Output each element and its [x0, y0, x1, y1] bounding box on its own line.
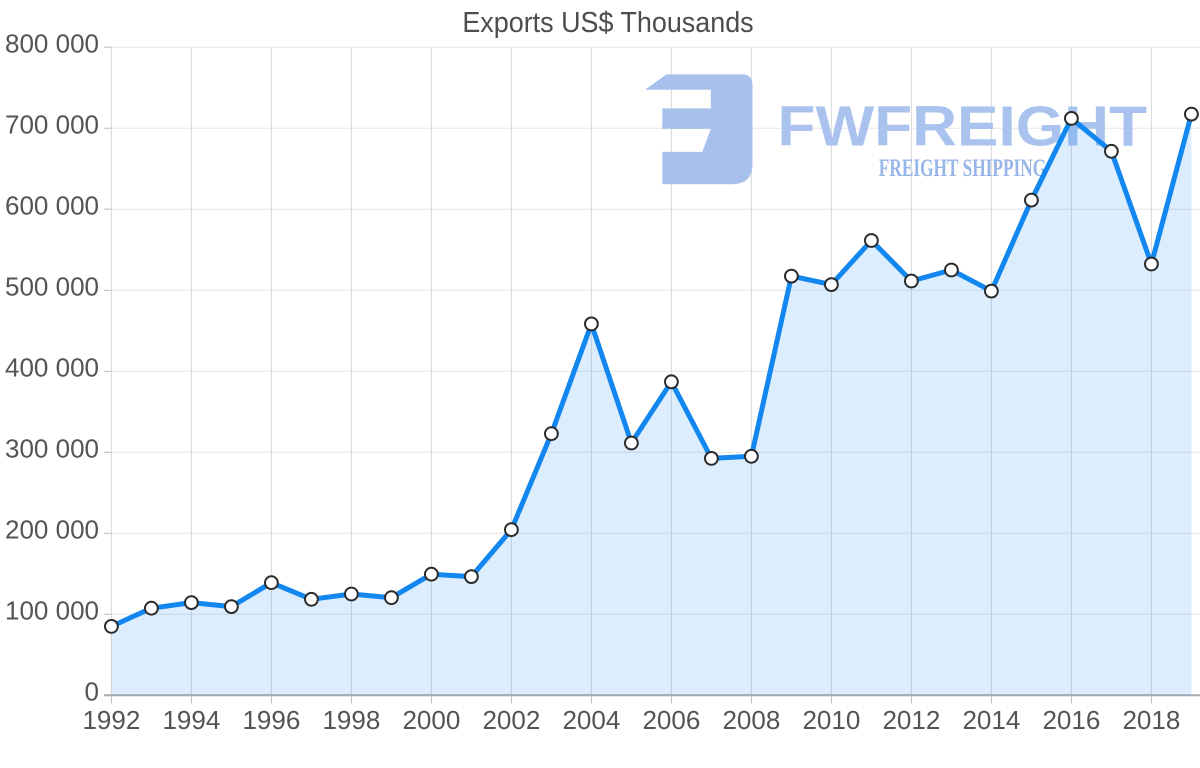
svg-text:2000: 2000: [402, 705, 460, 735]
svg-text:2012: 2012: [882, 705, 940, 735]
svg-text:2006: 2006: [642, 705, 700, 735]
svg-text:200 000: 200 000: [5, 515, 99, 545]
svg-text:Exports US$ Thousands: Exports US$ Thousands: [462, 7, 753, 39]
svg-text:FWFREIGHT: FWFREIGHT: [778, 95, 1148, 159]
svg-text:2008: 2008: [722, 705, 780, 735]
svg-text:1994: 1994: [162, 705, 220, 735]
svg-text:400 000: 400 000: [5, 353, 99, 383]
svg-text:700 000: 700 000: [5, 110, 99, 140]
svg-text:300 000: 300 000: [5, 434, 99, 464]
svg-text:0: 0: [85, 677, 99, 707]
svg-text:500 000: 500 000: [5, 272, 99, 302]
svg-text:2010: 2010: [802, 705, 860, 735]
svg-text:1992: 1992: [82, 705, 140, 735]
svg-text:800 000: 800 000: [5, 29, 99, 59]
svg-text:1996: 1996: [242, 705, 300, 735]
svg-text:600 000: 600 000: [5, 191, 99, 221]
svg-text:2014: 2014: [962, 705, 1020, 735]
svg-text:FREIGHT SHIPPING: FREIGHT SHIPPING: [879, 155, 1047, 182]
svg-text:2004: 2004: [562, 705, 620, 735]
svg-text:100 000: 100 000: [5, 596, 99, 626]
svg-text:2018: 2018: [1122, 705, 1180, 735]
svg-text:2002: 2002: [482, 705, 540, 735]
svg-text:1998: 1998: [322, 705, 380, 735]
svg-text:2016: 2016: [1042, 705, 1100, 735]
